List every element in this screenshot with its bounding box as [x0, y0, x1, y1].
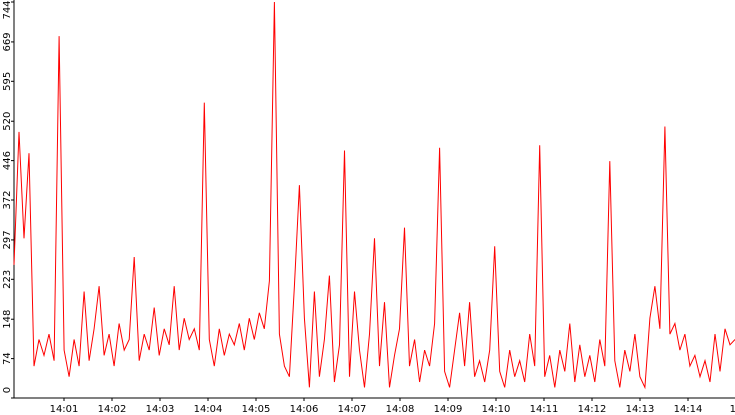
x-tick-label: 14:09	[434, 404, 463, 415]
x-tick-label: 14:14	[674, 404, 703, 415]
y-tick-label: 74	[2, 352, 13, 365]
x-tick-label: 14:10	[482, 404, 511, 415]
x-tick-label: 14:03	[146, 404, 175, 415]
y-tick-label: 223	[2, 270, 13, 289]
y-tick-label: 744	[2, 0, 13, 19]
x-tick-label: 14:13	[626, 404, 655, 415]
x-tick-label: 14:02	[98, 404, 127, 415]
x-tick-label: 14:05	[242, 404, 271, 415]
x-tick-label: 14:11	[530, 404, 559, 415]
x-tick-label: 14:04	[194, 404, 223, 415]
x-tick-label: 14:08	[386, 404, 415, 415]
x-tick-label: 14:01	[50, 404, 79, 415]
x-tick-label: 14	[730, 404, 735, 415]
data-line	[13, 1, 735, 390]
x-tick-label: 14:07	[338, 404, 367, 415]
x-tick-label: 14:06	[290, 404, 319, 415]
y-tick-label: 297	[2, 230, 13, 249]
y-tick-label: 0	[2, 387, 13, 393]
y-tick-label: 372	[2, 190, 13, 209]
y-tick-label: 148	[2, 310, 13, 329]
y-tick-label: 669	[2, 32, 13, 51]
y-tick-label: 520	[2, 112, 13, 131]
x-tick-label: 14:12	[578, 404, 607, 415]
y-tick-label: 595	[2, 72, 13, 91]
y-tick-label: 446	[2, 151, 13, 170]
